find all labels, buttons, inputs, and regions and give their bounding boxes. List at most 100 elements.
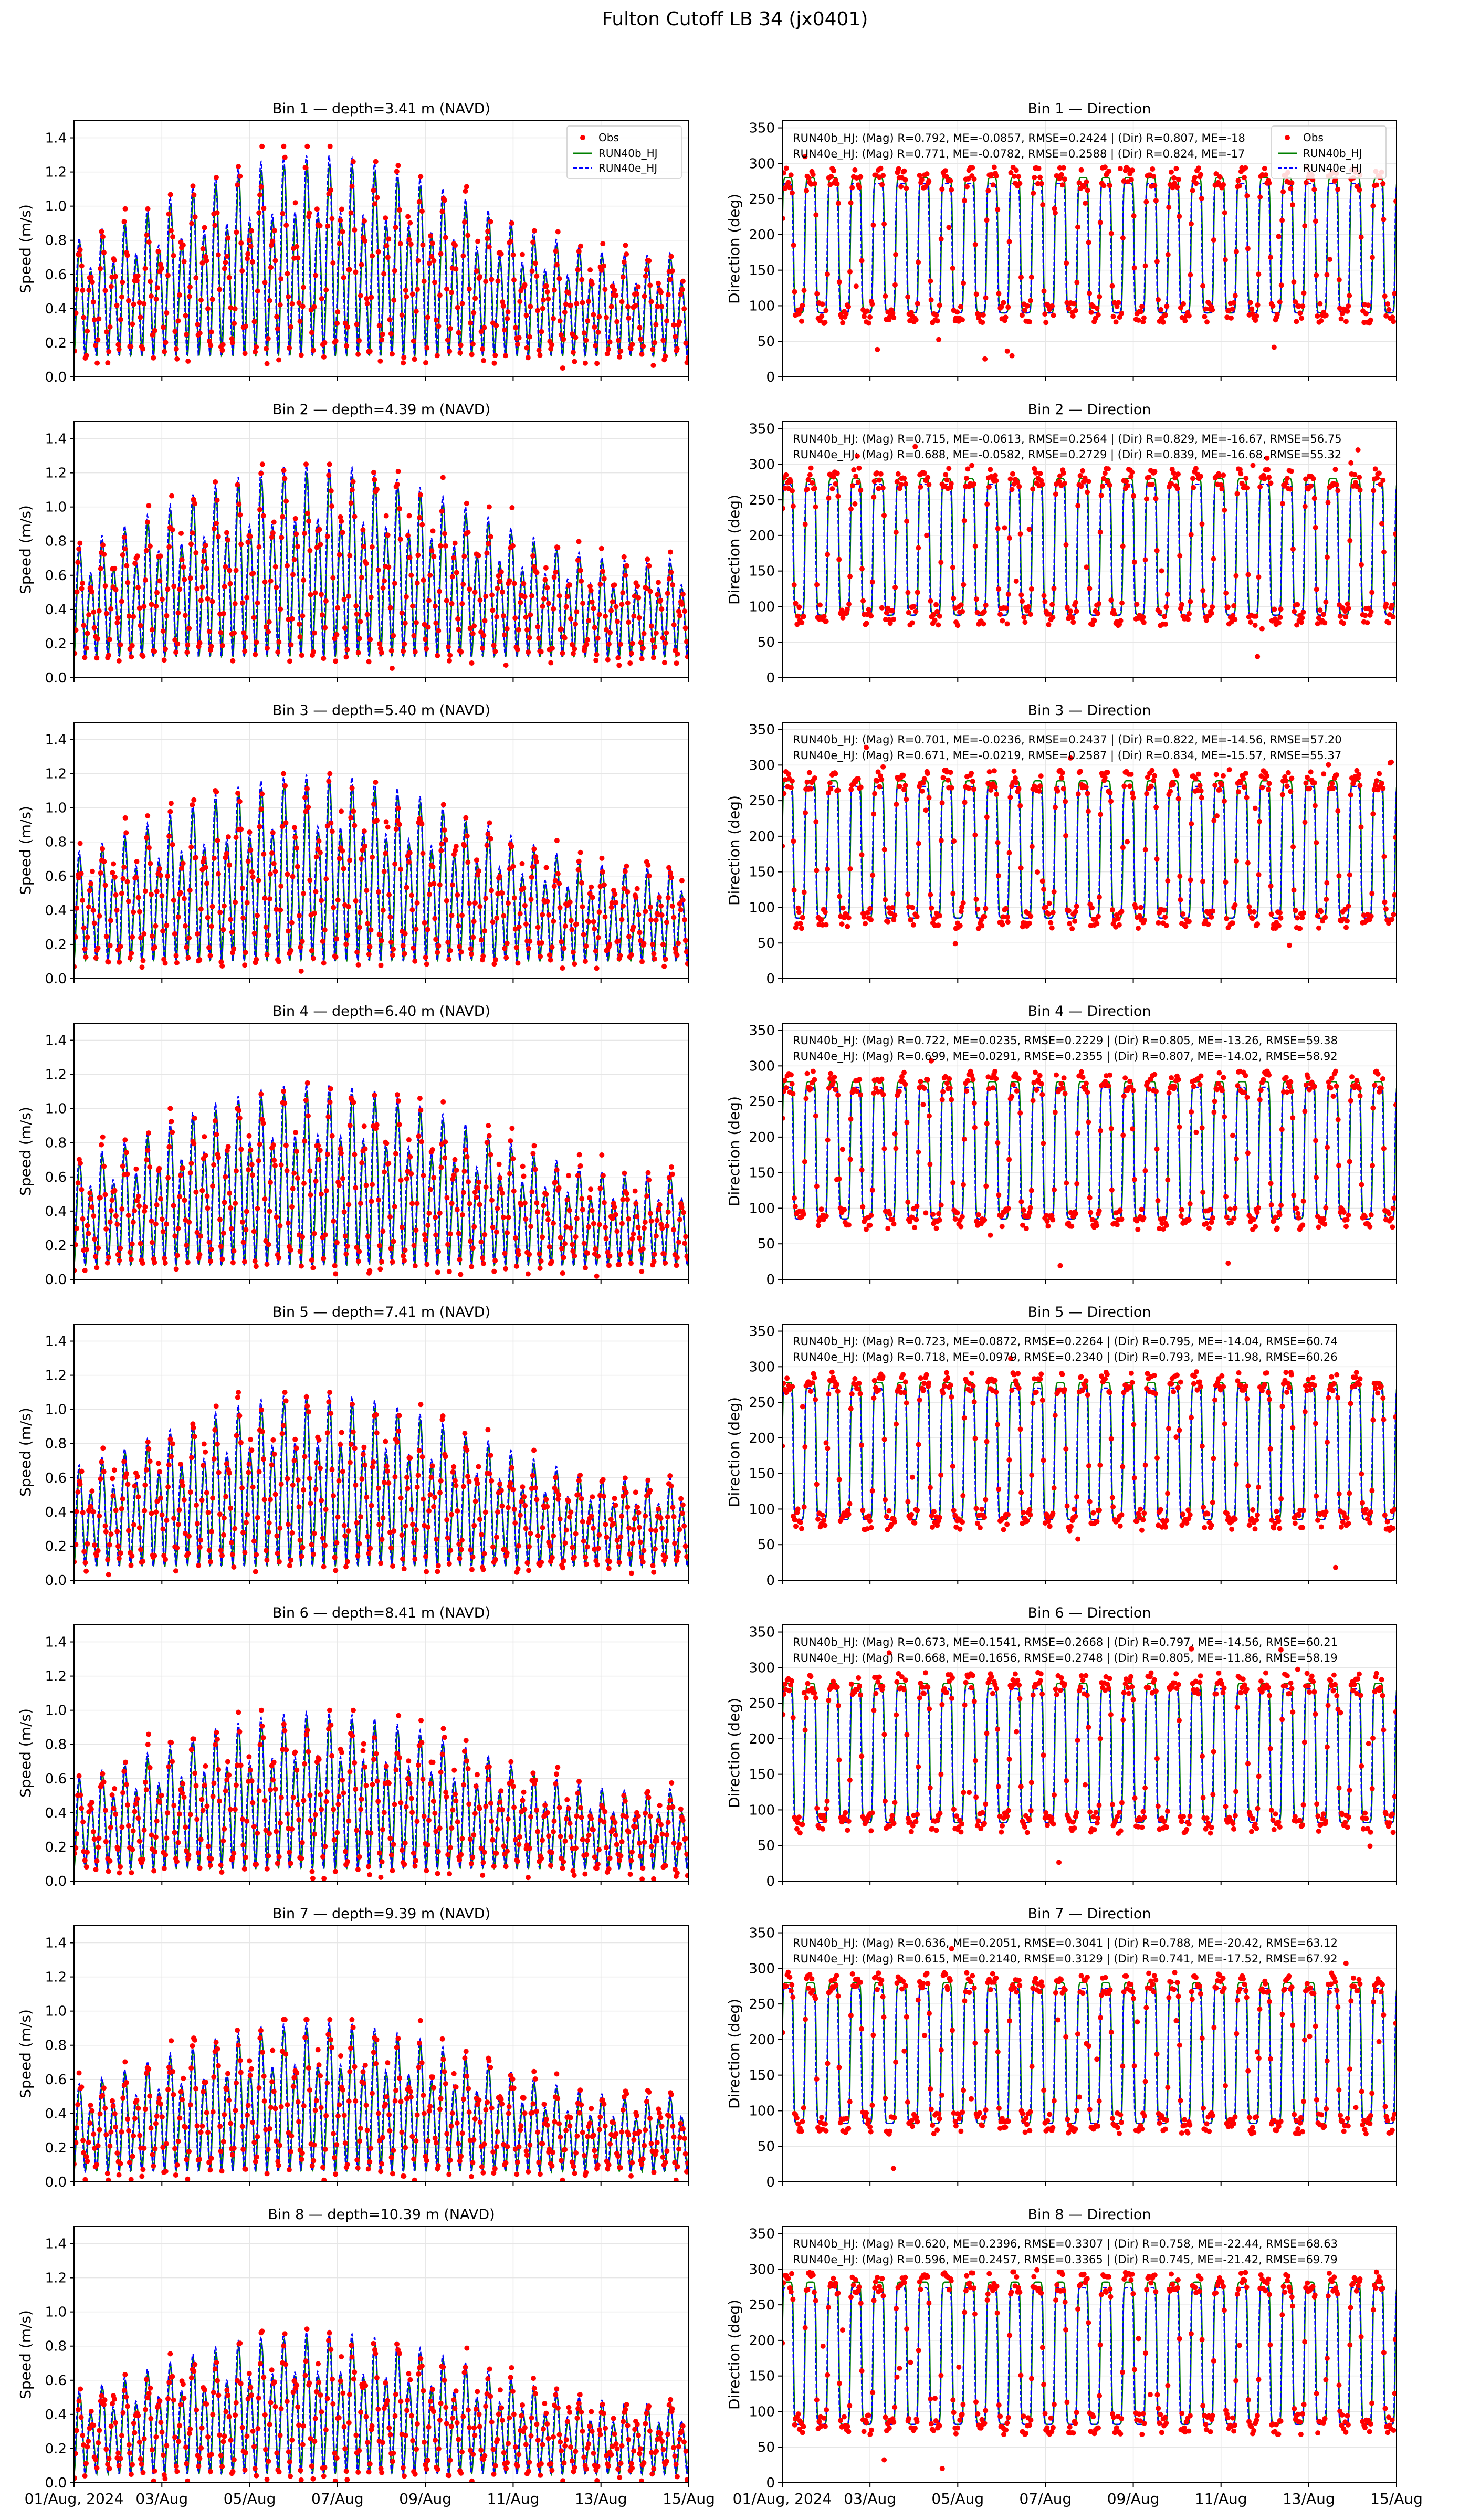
obs-point — [350, 159, 356, 164]
obs-point — [680, 278, 686, 284]
obs-point — [1188, 598, 1193, 604]
obs-point — [206, 1240, 212, 1245]
obs-point — [1241, 784, 1247, 790]
obs-point — [465, 233, 471, 238]
obs-point — [1288, 789, 1294, 794]
obs-point — [936, 922, 941, 928]
obs-point — [204, 880, 209, 886]
obs-point — [476, 1464, 481, 1469]
obs-point — [1069, 926, 1075, 931]
plot-area — [782, 444, 1396, 659]
obs-point — [1318, 909, 1324, 915]
obs-point — [1153, 198, 1159, 204]
y-axis-label: Direction (deg) — [726, 795, 743, 906]
obs-point — [834, 470, 840, 476]
stats-run40e: RUN40e_HJ: (Mag) R=0.771, ME=-0.0782, RM… — [793, 148, 1245, 161]
obs-point — [187, 575, 193, 581]
obs-point — [197, 1545, 203, 1550]
obs-point — [184, 1242, 190, 1248]
obs-point — [1046, 911, 1052, 917]
obs-point — [1131, 213, 1137, 219]
obs-point — [424, 1569, 429, 1574]
obs-point — [340, 530, 345, 536]
obs-point — [423, 954, 428, 960]
obs-point — [606, 1263, 612, 1268]
obs-point — [544, 898, 550, 904]
obs-point — [959, 1214, 965, 1220]
obs-point — [228, 1226, 234, 1232]
obs-point — [947, 1085, 953, 1091]
obs-point — [443, 1454, 448, 1460]
obs-point — [354, 949, 360, 955]
obs-point — [927, 1113, 932, 1119]
obs-point — [197, 640, 203, 646]
obs-point — [1258, 773, 1264, 779]
obs-point — [506, 1214, 511, 1220]
obs-point — [633, 1201, 639, 1206]
obs-point — [972, 543, 978, 549]
obs-point — [398, 1178, 404, 1183]
obs-point — [1058, 1081, 1064, 1087]
y-axis-label: Speed (m/s) — [17, 1107, 34, 1196]
obs-point — [790, 778, 795, 784]
obs-point — [218, 1548, 224, 1553]
obs-point — [600, 869, 605, 875]
obs-point — [1117, 1208, 1123, 1213]
obs-point — [101, 859, 107, 865]
obs-point — [669, 1171, 675, 1177]
obs-point — [960, 900, 966, 906]
obs-point — [543, 865, 549, 870]
obs-point — [437, 292, 443, 298]
obs-point — [1000, 618, 1005, 624]
obs-point — [679, 1204, 685, 1210]
obs-point — [198, 1537, 204, 1543]
obs-point — [222, 1200, 227, 1205]
obs-point — [1037, 471, 1043, 476]
obs-point — [469, 352, 475, 358]
obs-point — [1154, 548, 1160, 553]
obs-point — [970, 1077, 976, 1083]
obs-point — [385, 255, 391, 260]
obs-point — [185, 1259, 191, 1265]
obs-point — [1369, 590, 1375, 595]
obs-point — [449, 1511, 454, 1517]
obs-point — [146, 1130, 151, 1136]
obs-point — [380, 585, 386, 591]
obs-point — [1326, 762, 1331, 768]
obs-point — [100, 1445, 106, 1451]
obs-point — [1163, 604, 1169, 610]
obs-point — [1253, 318, 1258, 323]
obs-point — [859, 852, 865, 858]
obs-point — [1193, 466, 1199, 471]
obs-point — [307, 210, 312, 216]
obs-point — [450, 1469, 456, 1475]
obs-point — [826, 790, 831, 796]
obs-point — [1038, 181, 1044, 186]
obs-point — [648, 1218, 654, 1224]
obs-point — [1358, 824, 1364, 830]
obs-point — [465, 530, 471, 536]
obs-point — [205, 1205, 211, 1211]
obs-point — [1265, 467, 1270, 472]
y-tick-label: 200 — [749, 1130, 775, 1146]
obs-point — [561, 1255, 566, 1261]
obs-point — [870, 222, 876, 228]
obs-point — [1268, 1202, 1274, 1208]
obs-point — [835, 201, 841, 206]
obs-point — [950, 891, 956, 896]
obs-point — [969, 463, 975, 468]
obs-point — [383, 819, 389, 825]
obs-point — [1089, 1217, 1095, 1223]
obs-point — [1390, 314, 1395, 320]
obs-point — [1345, 918, 1350, 924]
obs-point — [948, 485, 953, 490]
obs-point — [420, 242, 426, 248]
y-tick-label: 1.2 — [45, 1067, 67, 1083]
obs-point — [188, 541, 194, 547]
obs-point — [428, 233, 434, 239]
obs-point — [1315, 913, 1320, 919]
obs-point — [306, 518, 311, 524]
speed-panel-title: Bin 4 — depth=6.40 m (NAVD) — [272, 1003, 490, 1020]
obs-point — [193, 550, 199, 555]
obs-point — [172, 931, 177, 937]
